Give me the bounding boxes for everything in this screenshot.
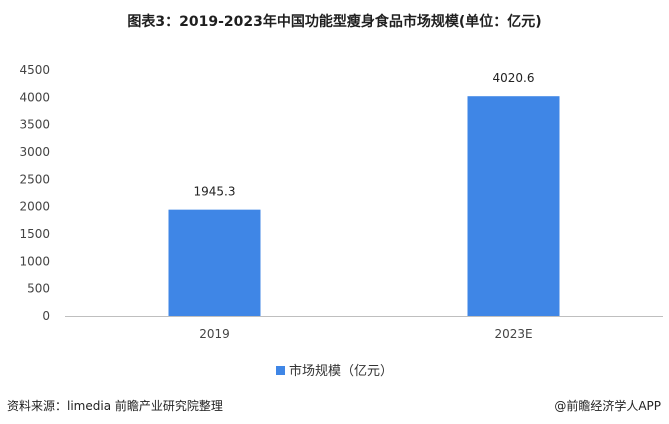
y-tick-label: 3000 [19, 145, 50, 159]
y-tick-label: 500 [27, 282, 50, 296]
source-note: 资料来源：limedia 前瞻产业研究院整理 [7, 399, 223, 413]
y-tick-label: 3500 [19, 118, 50, 132]
legend-swatch [275, 366, 285, 375]
y-tick-label: 4500 [19, 63, 50, 77]
bars-group: 1945.3 4020.6 [168, 71, 560, 316]
y-tick-label: 2500 [19, 172, 50, 186]
bar [168, 209, 261, 316]
y-tick-label: 2000 [19, 200, 50, 214]
bar [467, 96, 560, 316]
x-axis-ticks: 2019 2023E [199, 327, 532, 341]
y-tick-label: 1000 [19, 254, 50, 268]
bar-value-label: 1945.3 [194, 185, 236, 199]
legend: 市场规模（亿元） [0, 360, 669, 379]
legend-label: 市场规模（亿元） [288, 364, 393, 379]
y-tick-label: 1500 [19, 227, 50, 241]
x-tick-label: 2023E [494, 327, 532, 341]
y-tick-label: 0 [42, 309, 50, 323]
x-tick-label: 2019 [199, 327, 230, 341]
y-tick-label: 4000 [19, 90, 50, 104]
chart-title: 图表3：2019-2023年中国功能型瘦身食品市场规模(单位：亿元) [127, 14, 542, 30]
y-axis-ticks: 0 500 1000 1500 2000 2500 3000 3500 4000 4500 [19, 63, 50, 323]
bar-value-label: 4020.6 [493, 71, 535, 85]
credit-note: @前瞻经济学人APP [554, 399, 661, 413]
